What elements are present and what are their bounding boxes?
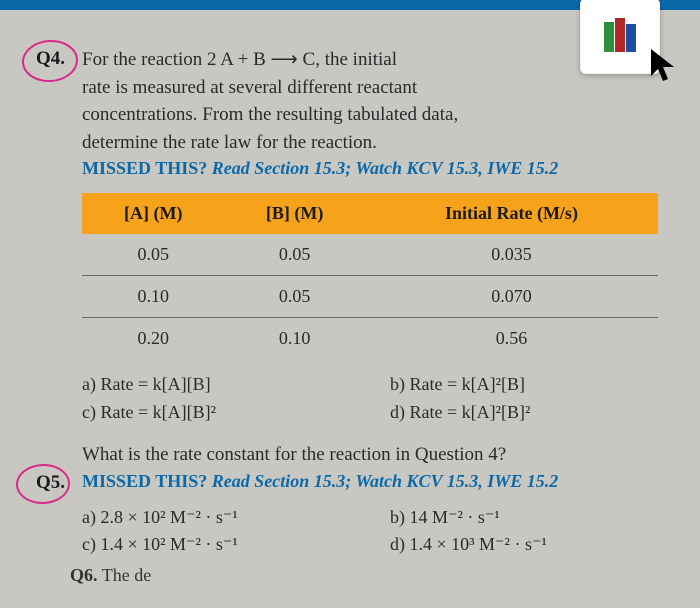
cell: 0.20 <box>82 318 224 360</box>
q5-option-c[interactable]: c) 1.4 × 10² M⁻² · s⁻¹ <box>82 531 350 559</box>
col-b: [B] (M) <box>224 193 364 234</box>
cell: 0.05 <box>82 234 224 276</box>
q4-line2: rate is measured at several different re… <box>82 77 417 98</box>
q5-block: What is the rate constant for the reacti… <box>82 441 658 559</box>
q5-prompt: What is the rate constant for the reacti… <box>82 441 658 469</box>
cell: 0.035 <box>365 234 658 276</box>
q5-option-a[interactable]: a) 2.8 × 10² M⁻² · s⁻¹ <box>82 504 350 532</box>
q4-option-d[interactable]: d) Rate = k[A]²[B]² <box>390 399 658 427</box>
cell: 0.10 <box>224 318 364 360</box>
page-content: Q4. For the reaction 2 A + B ⟶ C, the in… <box>0 10 700 606</box>
cell: 0.10 <box>82 276 224 318</box>
table-row: 0.20 0.10 0.56 <box>82 318 658 360</box>
q5-missed-text: Read Section 15.3; Watch KCV 15.3, IWE 1… <box>207 471 558 491</box>
q4-option-b[interactable]: b) Rate = k[A]²[B] <box>390 371 658 399</box>
cell: 0.05 <box>224 276 364 318</box>
truncated-line: Q6. The de <box>70 565 658 586</box>
q5-label: Q5. <box>36 472 65 494</box>
q5-missed-label: MISSED THIS? <box>82 471 207 491</box>
q4-data-table: [A] (M) [B] (M) Initial Rate (M/s) 0.05 … <box>82 193 658 359</box>
q4-prompt: For the reaction 2 A + B ⟶ C, the initia… <box>82 46 658 156</box>
q6-fragment: The de <box>102 565 151 585</box>
q4-missed-text: Read Section 15.3; Watch KCV 15.3, IWE 1… <box>207 158 558 178</box>
q5-options: a) 2.8 × 10² M⁻² · s⁻¹ b) 14 M⁻² · s⁻¹ c… <box>82 504 658 560</box>
q4-missed: MISSED THIS? Read Section 15.3; Watch KC… <box>82 158 658 179</box>
q4-options: a) Rate = k[A][B] b) Rate = k[A]²[B] c) … <box>82 371 658 427</box>
q4-block: For the reaction 2 A + B ⟶ C, the initia… <box>82 46 658 427</box>
q4-missed-label: MISSED THIS? <box>82 158 207 178</box>
cell: 0.05 <box>224 234 364 276</box>
cell: 0.56 <box>365 318 658 360</box>
col-a: [A] (M) <box>82 193 224 234</box>
q4-label: Q4. <box>36 48 65 70</box>
q4-line4: determine the rate law for the reaction. <box>82 132 377 153</box>
cell: 0.070 <box>365 276 658 318</box>
q5-missed: MISSED THIS? Read Section 15.3; Watch KC… <box>82 471 658 492</box>
q4-line1: For the reaction 2 A + B ⟶ C, the initia… <box>82 49 397 70</box>
table-row: 0.05 0.05 0.035 <box>82 234 658 276</box>
q5-option-b[interactable]: b) 14 M⁻² · s⁻¹ <box>390 504 658 532</box>
q4-option-a[interactable]: a) Rate = k[A][B] <box>82 371 350 399</box>
table-row: 0.10 0.05 0.070 <box>82 276 658 318</box>
col-rate: Initial Rate (M/s) <box>365 193 658 234</box>
q4-line3: concentrations. From the resulting tabul… <box>82 104 458 125</box>
q4-option-c[interactable]: c) Rate = k[A][B]² <box>82 399 350 427</box>
table-header-row: [A] (M) [B] (M) Initial Rate (M/s) <box>82 193 658 234</box>
q5-option-d[interactable]: d) 1.4 × 10³ M⁻² · s⁻¹ <box>390 531 658 559</box>
q6-label: Q6. <box>70 565 98 585</box>
